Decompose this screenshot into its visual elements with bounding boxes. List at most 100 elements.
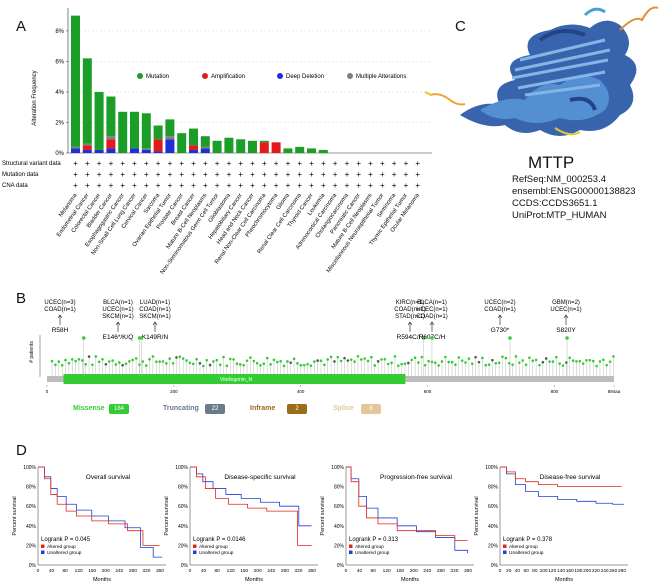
km-legend-swatch — [349, 544, 353, 548]
lollipop-head — [124, 362, 128, 365]
track-mark: + — [286, 159, 291, 168]
altered-curve — [190, 466, 312, 546]
track-mark: + — [404, 181, 409, 190]
lollipop-head — [363, 357, 366, 360]
lollipop-head — [501, 355, 504, 359]
altered-curve — [500, 466, 622, 487]
lollipop-head — [396, 364, 400, 367]
protein-structure — [424, 6, 659, 136]
track-mark: + — [262, 170, 267, 179]
uniprot-id: UniProt:MTP_HUMAN — [512, 210, 607, 221]
lollipop-head — [81, 359, 84, 362]
lollipop-head — [407, 361, 410, 365]
track-mark: + — [179, 181, 184, 190]
track-mark: + — [73, 181, 78, 190]
lollipop-head — [312, 360, 316, 363]
track-mark: + — [404, 159, 409, 168]
lollipop-head — [255, 361, 259, 365]
km-y-label: Percent survival — [474, 496, 480, 535]
lollipop-head — [360, 358, 363, 361]
track-mark: + — [144, 170, 149, 179]
lollipop-head — [158, 360, 161, 363]
lollipop-plot: # patients Vitellogenin_N 0 200 400 600 800 8… — [29, 300, 621, 394]
lollipop-head — [444, 355, 447, 359]
lollipop-head — [410, 358, 414, 362]
annotation-line: UCEC(n=2) — [484, 300, 515, 306]
arrow-head — [563, 314, 569, 319]
km-x-label: Months — [245, 577, 263, 583]
track-mark: + — [238, 159, 243, 168]
lollipop-head — [440, 360, 444, 363]
lollipop-head — [511, 363, 514, 366]
lollipop-head — [91, 363, 94, 367]
mutation-label: E146*/K/Q — [103, 334, 134, 341]
arrow-head — [407, 321, 413, 326]
track-mark: + — [286, 170, 291, 179]
track-mark: + — [227, 181, 232, 190]
legend-swatch — [347, 73, 353, 79]
km-x-tick: 240 — [423, 568, 431, 574]
legend-label: Deep Deletion — [286, 74, 324, 80]
bar-mutation — [295, 146, 305, 153]
lollipop-head — [198, 362, 202, 365]
lollipop-head — [181, 357, 185, 360]
lollipop-head — [272, 358, 276, 362]
lollipop-head — [50, 359, 54, 363]
mutation-label: G730* — [491, 327, 510, 334]
track-mark: + — [156, 159, 161, 168]
lollipop-head — [470, 362, 474, 366]
arrow-head — [497, 314, 503, 319]
logrank-pvalue: Logrank P = 0.0146 — [193, 537, 246, 543]
bar-mutation — [130, 111, 139, 149]
annotation-line: UCEC(n=1) — [102, 307, 133, 313]
lollipop-head — [323, 363, 326, 367]
track-mark: + — [215, 170, 220, 179]
km-x-label: Months — [93, 577, 111, 583]
track-mark: + — [415, 170, 420, 179]
lollipop-head — [195, 357, 198, 361]
lollipop-head — [346, 359, 350, 362]
mutation-label: R58H — [52, 327, 69, 334]
lollipop-head — [514, 355, 518, 358]
km-legend-label: Unaltered group — [355, 550, 390, 556]
domain-label: Vitellogenin_N — [220, 377, 253, 383]
track-mark: + — [120, 181, 125, 190]
lollipop-head — [161, 360, 165, 363]
km-y-tick: 40% — [178, 524, 189, 530]
axis-tick-label: 400 — [297, 389, 305, 394]
track-mark: + — [250, 159, 255, 168]
arrow-head — [429, 321, 435, 326]
bar-multiple-alterations — [106, 136, 116, 140]
y-tick-label: 8% — [55, 29, 64, 35]
lollipop-head — [460, 359, 464, 362]
lollipop-head — [585, 359, 588, 362]
track-mark: + — [191, 170, 196, 179]
km-x-tick: 40 — [515, 568, 521, 574]
lollipop-head — [433, 361, 437, 364]
bar-deep-deletion — [165, 139, 175, 153]
lollipop-head — [491, 358, 494, 362]
km-y-tick: 100% — [331, 465, 344, 471]
lollipop-head — [141, 360, 145, 363]
km-x-tick: 280 — [129, 568, 137, 574]
track-mark: + — [368, 159, 373, 168]
lollipop-head — [326, 358, 330, 361]
bar-mutation — [200, 136, 210, 147]
track-mark: + — [345, 170, 350, 179]
lollipop-head — [612, 355, 615, 358]
track-mark: + — [144, 181, 149, 190]
lollipop-head — [97, 360, 101, 364]
altered-curve — [38, 466, 160, 546]
bar-deep-deletion — [153, 151, 163, 153]
annotation-line: BLCA(n=1) — [103, 300, 133, 306]
lollipop-head — [282, 364, 286, 368]
track-mark: + — [404, 170, 409, 179]
bar-mutation — [141, 113, 151, 149]
km-x-tick: 160 — [240, 568, 248, 574]
axis-tick-label: 894aa — [608, 389, 621, 394]
track-mark: + — [215, 181, 220, 190]
track-mark: + — [132, 170, 137, 179]
lollipop-head — [185, 359, 188, 362]
bar-mutation — [212, 140, 222, 153]
lollipop-head — [373, 364, 377, 367]
